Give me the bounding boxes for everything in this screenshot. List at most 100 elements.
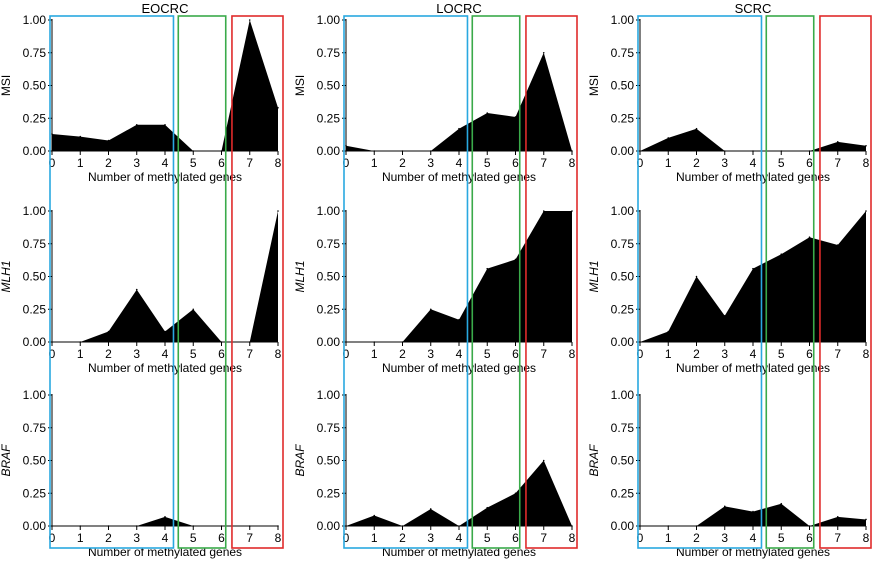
- x-tick-label: 6: [218, 156, 225, 170]
- y-tick-label: 0.75: [23, 237, 47, 251]
- y-tick-label: 0.50: [611, 454, 635, 468]
- y-tick-label: 0.00: [611, 144, 635, 158]
- x-tick-label: 5: [484, 347, 491, 361]
- red-highlight-box: [525, 15, 578, 549]
- y-axis-label: MLH1: [0, 260, 13, 292]
- x-tick-label: 3: [721, 347, 728, 361]
- y-tick-label: 1.00: [611, 388, 635, 402]
- y-tick-label: 1.00: [23, 388, 47, 402]
- x-tick-label: 3: [133, 156, 140, 170]
- panel-title: LOCRC: [436, 1, 482, 16]
- y-tick-label: 1.00: [317, 13, 341, 27]
- data-point-EOCRC-MSI-3: [135, 124, 138, 126]
- data-point-EOCRC-MSI-8: [277, 106, 279, 109]
- x-axis-label: Number of methylated genes: [676, 361, 830, 375]
- x-tick-label: 5: [778, 156, 785, 170]
- data-point-SCRC-BRAF-5: [780, 502, 783, 505]
- data-point-EOCRC-MLH1-8: [277, 210, 279, 212]
- panel-title: SCRC: [735, 1, 772, 16]
- data-point-EOCRC-MLH1-5: [192, 308, 195, 311]
- y-tick-label: 0.50: [23, 270, 47, 284]
- data-point-SCRC-MLH1-7: [836, 244, 839, 246]
- x-tick-label: 1: [371, 156, 378, 170]
- x-tick-label: 4: [162, 347, 169, 361]
- data-point-LOCRC-MLH1-3: [429, 308, 432, 311]
- y-tick-label: 0.50: [611, 270, 635, 284]
- x-tick-label: 8: [863, 347, 870, 361]
- y-tick-label: 0.75: [23, 46, 47, 60]
- x-tick-label: 4: [162, 156, 169, 170]
- data-point-SCRC-MLH1-4: [752, 267, 754, 270]
- y-tick-label: 0.00: [611, 519, 635, 533]
- x-tick-label: 1: [77, 156, 84, 170]
- data-point-EOCRC-MSI-7: [248, 19, 251, 21]
- y-tick-label: 1.00: [23, 204, 47, 218]
- y-tick-label: 0.00: [611, 335, 635, 349]
- data-point-SCRC-MLH1-3: [723, 315, 726, 317]
- data-point-SCRC-MLH1-6: [808, 236, 811, 238]
- x-tick-label: 4: [162, 531, 169, 545]
- x-tick-label: 0: [637, 531, 644, 545]
- x-tick-label: 7: [246, 531, 253, 545]
- x-tick-label: 7: [834, 156, 841, 170]
- x-tick-label: 7: [246, 156, 253, 170]
- x-tick-label: 3: [721, 531, 728, 545]
- area-series-SCRC-MLH1: [640, 211, 866, 342]
- x-tick-label: 6: [806, 347, 813, 361]
- y-tick-label: 1.00: [317, 388, 341, 402]
- green-highlight-box: [765, 15, 815, 549]
- data-point-LOCRC-BRAF-6: [514, 492, 517, 495]
- red-highlight-box: [819, 15, 872, 549]
- data-point-SCRC-BRAF-3: [723, 505, 726, 508]
- x-tick-label: 6: [512, 156, 519, 170]
- y-tick-label: 0.75: [611, 421, 635, 435]
- data-point-LOCRC-BRAF-1: [373, 514, 376, 517]
- x-tick-label: 1: [77, 347, 84, 361]
- x-tick-label: 7: [834, 531, 841, 545]
- blue-highlight-box: [343, 15, 469, 549]
- x-tick-label: 4: [750, 531, 757, 545]
- y-tick-label: 0.75: [611, 46, 635, 60]
- x-tick-label: 7: [540, 156, 547, 170]
- data-point-SCRC-MLH1-1: [667, 330, 670, 333]
- y-tick-label: 0.00: [23, 335, 47, 349]
- x-tick-label: 3: [427, 347, 434, 361]
- x-tick-label: 4: [456, 347, 463, 361]
- x-tick-label: 1: [665, 156, 672, 170]
- x-tick-label: 1: [371, 347, 378, 361]
- x-tick-label: 2: [105, 156, 112, 170]
- data-point-EOCRC-MLH1-3: [135, 288, 138, 291]
- x-tick-label: 0: [343, 156, 350, 170]
- x-tick-label: 8: [863, 531, 870, 545]
- y-axis-label: BRAF: [293, 444, 307, 477]
- x-tick-label: 5: [190, 531, 197, 545]
- x-tick-label: 2: [693, 156, 700, 170]
- x-tick-label: 2: [399, 531, 406, 545]
- x-tick-label: 8: [569, 156, 576, 170]
- x-tick-label: 5: [484, 156, 491, 170]
- y-tick-label: 0.00: [23, 519, 47, 533]
- red-highlight-box: [231, 15, 284, 549]
- y-tick-label: 0.25: [23, 111, 47, 125]
- x-tick-label: 7: [246, 347, 253, 361]
- y-tick-label: 0.00: [317, 144, 341, 158]
- data-point-EOCRC-BRAF-4: [164, 516, 166, 518]
- x-axis-label: Number of methylated genes: [88, 361, 242, 375]
- y-tick-label: 0.25: [317, 302, 341, 316]
- y-tick-label: 0.50: [23, 454, 47, 468]
- data-point-SCRC-MLH1-8: [865, 210, 867, 212]
- data-point-EOCRC-MLH1-2: [107, 330, 110, 333]
- x-tick-label: 6: [218, 347, 225, 361]
- area-series-LOCRC-MLH1: [346, 211, 572, 342]
- x-tick-label: 2: [105, 347, 112, 361]
- y-tick-label: 0.50: [611, 79, 635, 93]
- x-tick-label: 5: [778, 347, 785, 361]
- data-point-LOCRC-MLH1-8: [571, 210, 573, 212]
- data-point-LOCRC-MSI-5: [486, 112, 489, 114]
- y-tick-label: 1.00: [23, 13, 47, 27]
- x-axis-label: Number of methylated genes: [382, 361, 536, 375]
- x-axis-label: Number of methylated genes: [676, 545, 830, 559]
- data-point-LOCRC-MSI-7: [542, 51, 545, 54]
- x-tick-label: 5: [484, 531, 491, 545]
- y-tick-label: 0.25: [317, 486, 341, 500]
